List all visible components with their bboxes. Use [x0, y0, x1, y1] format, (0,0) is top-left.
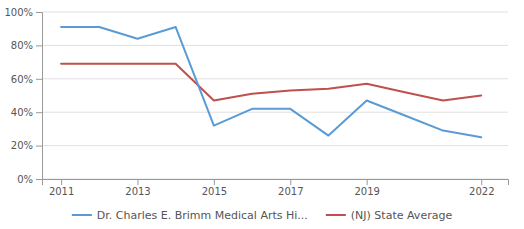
legend-item: Dr. Charles E. Brimm Medical Arts Hi... [72, 209, 308, 222]
tick-label: 2011 [49, 186, 74, 197]
tick: 2011 [49, 179, 74, 197]
x-axis: 2011 2013 2015 2017 2019 2022 [43, 179, 509, 197]
tick: 2015 [202, 179, 227, 197]
tick-label: 2022 [469, 186, 494, 197]
tick-mark [36, 112, 42, 113]
tick-mark [367, 179, 368, 185]
tick: 2013 [125, 179, 150, 197]
tick: 2022 [469, 179, 494, 197]
legend-label: (NJ) State Average [351, 209, 453, 222]
tick-label: 100% [4, 7, 33, 18]
tick: 20% [11, 140, 42, 151]
legend-item: (NJ) State Average [326, 209, 453, 222]
series-line [61, 27, 481, 137]
tick: 0% [17, 174, 42, 185]
legend-label: Dr. Charles E. Brimm Medical Arts Hi... [97, 209, 308, 222]
tick: 40% [11, 107, 42, 118]
tick-mark [36, 12, 42, 13]
tick-label: 2017 [278, 186, 303, 197]
tick-mark [61, 179, 62, 185]
tick-label: 2019 [354, 186, 379, 197]
tick-label: 2013 [125, 186, 150, 197]
grid-line [42, 45, 508, 46]
tick: 2019 [354, 179, 379, 197]
tick: 60% [11, 74, 42, 85]
tick-label: 60% [11, 74, 33, 85]
grid-line [42, 12, 508, 13]
tick-mark [214, 179, 215, 185]
tick-mark [36, 45, 42, 46]
tick: 80% [11, 40, 42, 51]
grid-line [42, 78, 508, 79]
legend-swatch [72, 214, 92, 216]
axis-line [36, 13, 43, 180]
grid-line [42, 145, 508, 146]
legend: Dr. Charles E. Brimm Medical Arts Hi... (… [72, 209, 453, 222]
tick: 2017 [278, 179, 303, 197]
tick-mark [36, 79, 42, 80]
axis-line [43, 180, 509, 186]
chart: 2011 2013 2015 2017 2019 2022 0% 20% 40% 60% 80% 10… [0, 0, 524, 229]
grid [42, 12, 508, 179]
tick-mark [481, 179, 482, 185]
tick-label: 40% [11, 107, 33, 118]
tick-label: 2015 [202, 186, 227, 197]
y-axis: 0% 20% 40% 60% 80% 100% [4, 7, 42, 185]
tick-label: 20% [11, 140, 33, 151]
tick-mark [36, 146, 42, 147]
tick-mark [137, 179, 138, 185]
tick-mark [36, 179, 42, 180]
plot-area [61, 27, 481, 137]
series-line [61, 64, 481, 101]
tick-label: 0% [17, 174, 33, 185]
tick: 100% [4, 7, 42, 18]
tick-label: 80% [11, 40, 33, 51]
grid-line [42, 112, 508, 113]
tick-mark [290, 179, 291, 185]
legend-swatch [326, 214, 346, 216]
